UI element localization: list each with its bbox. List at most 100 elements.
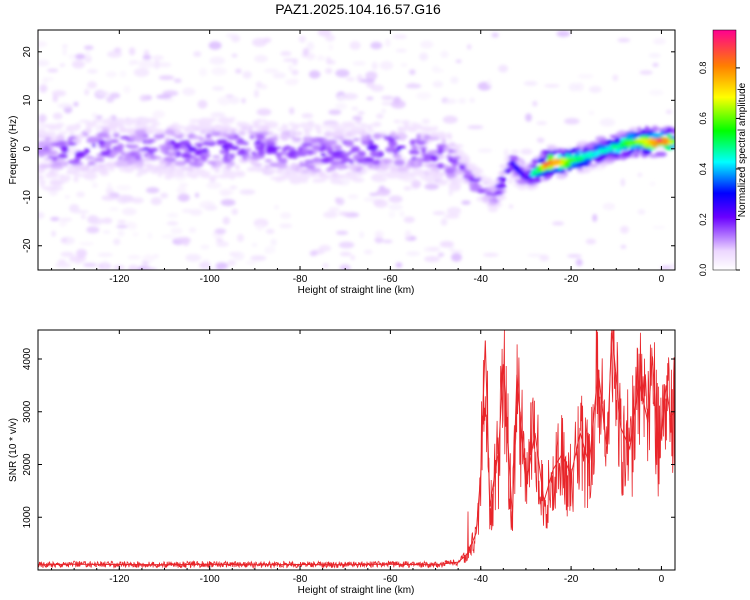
spectral-speckle bbox=[568, 82, 580, 92]
spectral-blob bbox=[506, 162, 512, 167]
spectral-speckle bbox=[431, 65, 440, 73]
spectral-blob bbox=[297, 146, 303, 153]
spectral-speckle bbox=[450, 76, 459, 84]
spectral-speckle bbox=[211, 86, 225, 91]
spectral-blob bbox=[168, 168, 173, 175]
spectral-blob bbox=[342, 157, 351, 163]
spectral-blob bbox=[234, 164, 240, 170]
spectral-blob bbox=[251, 151, 257, 156]
spectral-blob bbox=[314, 178, 326, 182]
spectral-speckle bbox=[200, 244, 210, 250]
spectral-blob bbox=[430, 155, 439, 162]
spectral-blob bbox=[87, 160, 96, 166]
spectral-speckle bbox=[637, 209, 646, 215]
spectral-blob bbox=[249, 166, 262, 172]
spectral-blob bbox=[217, 119, 224, 122]
spectral-speckle bbox=[588, 110, 595, 116]
spectral-speckle bbox=[498, 64, 509, 73]
spectral-blob bbox=[69, 132, 75, 136]
spectral-blob bbox=[215, 160, 223, 167]
spectral-blob bbox=[294, 124, 300, 130]
spectral-speckle bbox=[229, 185, 238, 190]
spectral-speckle bbox=[390, 99, 406, 109]
spectral-blob bbox=[190, 174, 198, 179]
spectral-blob bbox=[194, 142, 205, 147]
spectral-speckle bbox=[126, 221, 133, 228]
spectral-speckle bbox=[102, 230, 111, 234]
spectral-speckle bbox=[316, 55, 326, 62]
spectral-speckle bbox=[163, 98, 175, 102]
spectral-blob bbox=[179, 145, 188, 150]
x-tick-label: -120 bbox=[109, 574, 129, 585]
spectral-speckle bbox=[458, 97, 467, 104]
spectral-speckle bbox=[491, 32, 499, 38]
spectral-speckle bbox=[588, 85, 602, 93]
spectral-blob bbox=[488, 180, 496, 188]
spectral-speckle bbox=[395, 49, 407, 53]
spectral-blob bbox=[253, 122, 259, 129]
spectral-core bbox=[569, 158, 575, 162]
spectral-blob bbox=[398, 132, 406, 139]
spectral-speckle bbox=[288, 64, 293, 72]
spectral-blob bbox=[466, 163, 475, 166]
spectral-speckle bbox=[279, 223, 293, 229]
spectral-blob bbox=[252, 163, 263, 167]
spectral-speckle bbox=[76, 248, 87, 258]
spectral-speckle bbox=[55, 262, 71, 268]
spectral-speckle bbox=[101, 195, 116, 201]
spectral-speckle bbox=[122, 208, 137, 216]
spectral-speckle bbox=[38, 211, 45, 219]
spectral-speckle bbox=[254, 55, 268, 63]
spectral-blob bbox=[352, 154, 365, 160]
spectral-blob bbox=[426, 150, 439, 155]
spectral-speckle bbox=[272, 72, 286, 79]
spectral-speckle bbox=[102, 261, 108, 270]
spectral-blob bbox=[379, 164, 389, 170]
spectral-speckle bbox=[323, 211, 338, 219]
spectral-blob bbox=[229, 117, 236, 121]
spectral-blob bbox=[533, 156, 541, 160]
spectral-speckle bbox=[245, 261, 257, 265]
spectral-speckle bbox=[132, 232, 139, 237]
spectral-blob bbox=[633, 152, 640, 158]
spectral-blob bbox=[324, 173, 330, 180]
spectral-blob bbox=[48, 145, 54, 150]
spectral-blob bbox=[398, 145, 406, 149]
spectral-blob bbox=[426, 178, 434, 184]
spectrogram-xlabel: Height of straight line (km) bbox=[298, 285, 415, 296]
spectral-blob bbox=[123, 167, 134, 173]
spectral-blob bbox=[473, 172, 481, 179]
spectral-blob bbox=[455, 176, 465, 183]
spectral-blob bbox=[120, 152, 126, 156]
spectral-speckle bbox=[592, 214, 598, 222]
spectral-blob bbox=[107, 123, 119, 130]
spectral-speckle bbox=[91, 112, 98, 118]
spectral-speckle bbox=[143, 49, 150, 56]
spectral-blob bbox=[281, 123, 287, 129]
spectral-blob bbox=[140, 117, 149, 124]
spectral-speckle bbox=[142, 54, 152, 60]
spectral-blob bbox=[570, 147, 577, 153]
spectral-blob bbox=[366, 144, 379, 151]
spectral-blob bbox=[405, 162, 411, 168]
spectral-blob bbox=[214, 168, 220, 173]
spectral-blob bbox=[276, 163, 288, 169]
y-tick-label: 3000 bbox=[22, 400, 33, 423]
spectral-blob bbox=[392, 153, 402, 159]
spectral-blob bbox=[354, 166, 362, 170]
spectral-speckle bbox=[96, 90, 110, 97]
spectral-blob bbox=[659, 130, 665, 136]
spectral-blob bbox=[190, 158, 195, 163]
spectral-speckle bbox=[220, 199, 236, 207]
spectral-speckle bbox=[556, 30, 571, 37]
spectral-blob bbox=[206, 117, 217, 123]
spectral-blob bbox=[581, 149, 588, 153]
spectral-speckle bbox=[133, 60, 138, 65]
spectral-blob bbox=[275, 168, 284, 174]
spectral-blob bbox=[44, 137, 52, 141]
spectral-speckle bbox=[239, 189, 256, 195]
spectral-blob bbox=[397, 126, 403, 133]
spectral-speckle bbox=[152, 254, 160, 259]
spectral-core bbox=[532, 169, 538, 173]
